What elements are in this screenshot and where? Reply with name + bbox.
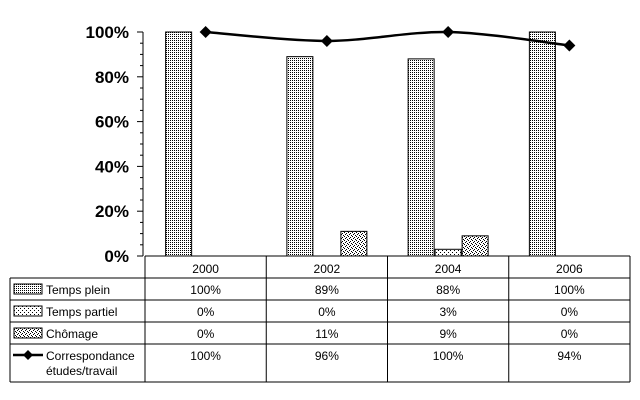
data-label: 94% <box>557 349 581 363</box>
data-label: 0% <box>197 305 215 319</box>
y-tick-label: 40% <box>95 157 129 176</box>
data-label: 11% <box>315 327 338 341</box>
x-tick-label: 2006 <box>556 262 583 276</box>
line-series <box>199 26 576 52</box>
data-label: 100% <box>190 349 221 363</box>
legend-key-temps-partiel <box>13 305 43 317</box>
line-point-2000 <box>199 26 212 38</box>
y-tick-label: 60% <box>95 113 129 132</box>
x-tick-label: 2000 <box>192 262 219 276</box>
bar-temps-partiel-2004 <box>434 248 462 257</box>
bar-temps-plein-2002 <box>286 56 314 257</box>
data-table: 2000 2002 2004 2006 Temps plein 100% 89% 88% 100… <box>9 255 631 383</box>
data-label: 0% <box>561 327 579 341</box>
data-label: 100% <box>190 283 221 297</box>
x-tick-label: 2004 <box>435 262 462 276</box>
y-tick-label: 100% <box>86 23 129 42</box>
data-label: 0% <box>318 305 336 319</box>
legend-key-marker <box>23 350 33 360</box>
bars <box>165 31 556 257</box>
data-label: 88% <box>436 283 460 297</box>
data-label: 9% <box>439 327 457 341</box>
bar-chomage-2002 <box>340 230 368 257</box>
line-point-2006 <box>563 39 576 52</box>
bar-temps-plein-2006 <box>528 31 556 257</box>
line-correspondance-etudes-travail <box>205 30 570 47</box>
y-tick-label: 0% <box>104 247 129 266</box>
legend-label-chomage: Chômage <box>46 327 98 341</box>
line-point-2002 <box>320 34 333 47</box>
data-label: 3% <box>439 305 457 319</box>
bar-temps-plein-2000 <box>165 31 193 257</box>
legend-label-temps-partiel: Temps partiel <box>46 305 117 319</box>
data-label: 0% <box>561 305 579 319</box>
bar-temps-plein-2004 <box>407 58 435 257</box>
legend-key-chomage <box>13 327 43 339</box>
x-tick-label: 2002 <box>314 262 341 276</box>
legend-label-correspondance-etudes-travail: Correspondance études/travail <box>46 349 135 378</box>
line-point-2004 <box>442 26 455 38</box>
data-label: 96% <box>315 349 339 363</box>
legend-key-temps-plein <box>13 283 43 295</box>
data-label: 100% <box>433 349 464 363</box>
y-tick-label: 80% <box>95 68 129 87</box>
data-label: 89% <box>315 283 339 297</box>
y-tick-label: 20% <box>95 202 129 221</box>
data-label: 0% <box>197 327 215 341</box>
bar-chomage-2004 <box>461 235 489 257</box>
legend-label-temps-plein: Temps plein <box>46 283 110 297</box>
y-axis: 0% 20% 40% 60% 80% 100% <box>86 23 144 266</box>
data-label: 100% <box>554 283 585 297</box>
